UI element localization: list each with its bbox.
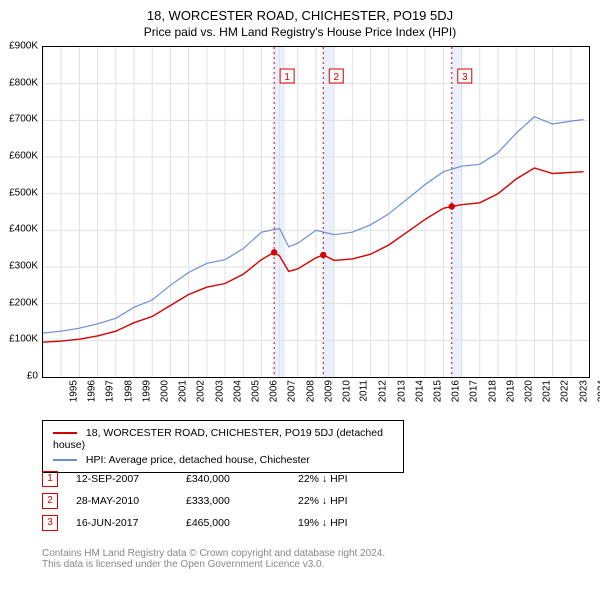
- sale-date: 16-JUN-2017: [76, 517, 186, 529]
- license-text: Contains HM Land Registry data © Crown c…: [42, 548, 562, 570]
- y-tick-label: £0: [0, 371, 38, 382]
- legend-row: 18, WORCESTER ROAD, CHICHESTER, PO19 5DJ…: [53, 427, 393, 451]
- x-tick-label: 2024: [596, 380, 600, 402]
- sale-price: £340,000: [186, 473, 298, 485]
- svg-text:2: 2: [333, 72, 339, 83]
- license-line-1: Contains HM Land Registry data © Crown c…: [42, 548, 562, 559]
- sale-marker-box: 3: [42, 515, 58, 531]
- sale-delta: 22% ↓ HPI: [298, 495, 418, 507]
- license-line-2: This data is licensed under the Open Gov…: [42, 559, 562, 570]
- sale-date: 12-SEP-2007: [76, 473, 186, 485]
- y-tick-label: £500K: [0, 187, 38, 198]
- legend-swatch-subject: [53, 432, 77, 434]
- chart-title: 18, WORCESTER ROAD, CHICHESTER, PO19 5DJ: [0, 0, 600, 23]
- chart-plot-area: 1 2 3: [42, 46, 590, 378]
- svg-text:3: 3: [462, 72, 468, 83]
- sale-price: £333,000: [186, 495, 298, 507]
- sale-price: £465,000: [186, 517, 298, 529]
- chart-subtitle: Price paid vs. HM Land Registry's House …: [0, 23, 600, 39]
- y-tick-label: £400K: [0, 224, 38, 235]
- y-tick-label: £300K: [0, 261, 38, 272]
- y-tick-label: £200K: [0, 297, 38, 308]
- y-tick-label: £900K: [0, 41, 38, 52]
- sale-delta: 22% ↓ HPI: [298, 473, 418, 485]
- sale-marker-box: 1: [42, 471, 58, 487]
- sales-table: 1 12-SEP-2007£340,00022% ↓ HPI 2 28-MAY-201…: [42, 468, 418, 534]
- legend-label-hpi: HPI: Average price, detached house, Chic…: [86, 454, 310, 466]
- y-tick-label: £600K: [0, 151, 38, 162]
- sale-marker-box: 2: [42, 493, 58, 509]
- y-tick-label: £100K: [0, 334, 38, 345]
- sales-row: 1 12-SEP-2007£340,00022% ↓ HPI: [42, 468, 418, 490]
- sales-row: 3 16-JUN-2017£465,00019% ↓ HPI: [42, 512, 418, 534]
- legend-swatch-hpi: [53, 459, 77, 461]
- sale-date: 28-MAY-2010: [76, 495, 186, 507]
- legend-label-subject: 18, WORCESTER ROAD, CHICHESTER, PO19 5DJ…: [53, 427, 383, 451]
- sale-delta: 19% ↓ HPI: [298, 517, 418, 529]
- sales-row: 2 28-MAY-2010£333,00022% ↓ HPI: [42, 490, 418, 512]
- chart-legend: 18, WORCESTER ROAD, CHICHESTER, PO19 5DJ…: [42, 420, 404, 473]
- svg-text:1: 1: [284, 72, 290, 83]
- legend-row: HPI: Average price, detached house, Chic…: [53, 454, 393, 466]
- y-tick-label: £700K: [0, 114, 38, 125]
- y-tick-label: £800K: [0, 77, 38, 88]
